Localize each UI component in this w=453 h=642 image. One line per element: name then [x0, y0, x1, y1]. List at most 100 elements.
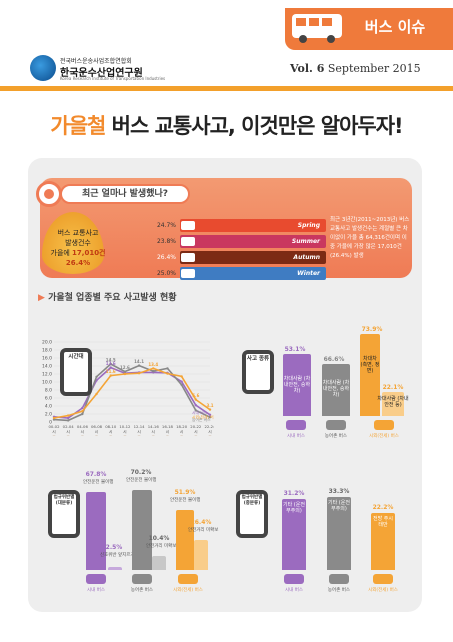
data-point — [66, 414, 70, 417]
law2-cat-intercity: 시외(전세) 버스 — [368, 588, 398, 593]
bus-icon — [374, 420, 394, 430]
law2-bar-rural-label: 기타 (운전부주의) — [328, 500, 350, 512]
x-tick-label: 시 — [123, 429, 127, 434]
leaf-count: 17,010건 — [72, 249, 106, 257]
season-bar-autumn: Autumn — [180, 251, 326, 264]
data-point — [109, 366, 112, 369]
bus-icon — [181, 237, 195, 246]
data-point — [137, 372, 141, 375]
issue-label: 버스 이슈 — [364, 18, 426, 36]
data-point — [123, 372, 127, 376]
org-logo-icon — [30, 55, 56, 81]
law-pct-5: 26.4% — [190, 519, 212, 526]
volume-date: Vol. 6 September 2015 — [290, 62, 421, 75]
law-pct-4: 51.9% — [174, 489, 196, 496]
leaf-line2: 발생건수 — [65, 239, 91, 247]
kind-pct-extra: 22.1% — [382, 384, 404, 391]
law-bar-5 — [194, 540, 208, 570]
y-tick-label: 20.0 — [42, 340, 52, 346]
question-bullet-dot — [44, 189, 54, 199]
y-tick-label: 16.0 — [42, 356, 52, 362]
law-pct-1: 2.5% — [105, 544, 123, 551]
data-label: 13.6 — [106, 361, 116, 366]
leaf-line3-prefix: 가을에 — [50, 249, 73, 257]
data-point — [109, 374, 112, 377]
law2-cat-rural: 농어촌 버스 — [327, 588, 351, 593]
season-description: 최근 3년간(2011~2013년) 버스 교통사고 발생건수는 계절별 큰 차… — [330, 217, 410, 259]
data-label: 12.6 — [120, 365, 130, 370]
data-point — [166, 367, 169, 370]
data-point — [152, 370, 155, 373]
data-point — [81, 410, 84, 413]
x-tick-label: 02-04 — [63, 424, 75, 429]
data-point — [81, 412, 84, 416]
law-pct-2: 70.2% — [130, 469, 152, 476]
law-bar-1 — [108, 567, 122, 570]
law2-bar-intercity — [371, 513, 395, 570]
x-tick-label: 14-16 — [148, 424, 160, 429]
bus-icon — [178, 574, 198, 584]
x-tick-label: 시 — [52, 429, 56, 434]
data-point — [52, 416, 56, 420]
series-name-label: 시외(전세) 버스 — [192, 415, 214, 420]
data-label: 13.4 — [148, 362, 158, 367]
law2-label: 법규위반별 (중분류) — [241, 495, 263, 506]
law-label-2: 안전운전 불이행 — [126, 478, 157, 483]
law-pct-0: 67.8% — [85, 471, 107, 478]
data-point — [180, 375, 183, 378]
kind-cat-city: 시내 버스 — [287, 434, 305, 439]
season-bar-summer: Summer — [180, 235, 326, 248]
x-tick-label: 12-14 — [134, 424, 146, 429]
bus-icon — [181, 221, 195, 230]
hour-label: 시간대 — [68, 354, 84, 360]
leaf-icon — [42, 212, 104, 274]
data-point — [194, 398, 198, 401]
data-point — [95, 375, 98, 378]
bus-icon — [181, 253, 195, 262]
data-point — [180, 383, 183, 386]
kind-bar-intercity — [360, 334, 380, 416]
kind-bar-rural — [322, 364, 350, 416]
data-point — [81, 406, 84, 410]
law-label-0: 안전운전 불이행 — [83, 480, 114, 485]
kind-pct-intercity: 73.9% — [361, 326, 383, 333]
data-label: 14.1 — [134, 359, 144, 364]
kind-bar-rural-label: 차대사람 (차내안전, 승하차) — [322, 380, 350, 398]
section2-title: ▶ 가을철 업종별 주요 사고발생 현황 — [38, 290, 177, 303]
x-tick-label: 04-06 — [77, 424, 89, 429]
x-tick-label: 20-22 — [190, 424, 202, 429]
law2-pct-city: 31.2% — [283, 490, 305, 497]
y-tick-label: 8.0 — [45, 388, 52, 394]
y-tick-label: 12.0 — [42, 372, 52, 378]
x-tick-label: 시 — [137, 429, 141, 434]
x-tick-label: 10-12 — [119, 424, 131, 429]
law2-pct-intercity: 22.2% — [372, 504, 394, 511]
bus-icon — [86, 574, 106, 584]
data-label: 11.6 — [106, 369, 116, 374]
data-point — [95, 392, 98, 396]
series-name-label: 농어촌 버스 — [192, 417, 211, 422]
law2-bar-rural — [327, 497, 351, 570]
law2-pct-rural: 33.3% — [328, 488, 350, 495]
y-tick-label: 14.0 — [42, 364, 52, 370]
leaf-line1: 버스 교통사고 — [57, 229, 99, 237]
y-tick-label: 10.0 — [42, 380, 52, 386]
data-point — [208, 408, 212, 411]
bus-icon — [132, 574, 152, 584]
law2-bar-intercity-label: 전방 주시 태만 — [373, 516, 393, 528]
law-bar-0 — [86, 492, 106, 570]
kind-bar-intercity-label: 차대차 (측면, 정면) — [360, 356, 380, 374]
law-bar-3 — [152, 556, 166, 570]
series-line — [53, 367, 211, 419]
x-tick-label: 16-18 — [162, 424, 174, 429]
data-label: 5.6 — [192, 393, 199, 398]
law-label-3: 안전거리 미확보 — [146, 544, 177, 549]
season-pct-spring: 24.7% — [156, 222, 176, 229]
law-pct-3: 10.4% — [148, 535, 170, 542]
hourly-line-chart: 0 2.0 4.0 6.0 8.0 10.0 12.0 14.0 16.0 18.0 20.0 00-… — [42, 340, 214, 436]
org-name-en: Korea Research Institute of Transportati… — [60, 76, 166, 81]
law-bar-2 — [132, 490, 152, 570]
bus-icon — [292, 14, 342, 43]
series-name-label: 시내 버스 — [192, 410, 208, 415]
law-cat-rural: 농어촌 버스 — [130, 588, 154, 593]
